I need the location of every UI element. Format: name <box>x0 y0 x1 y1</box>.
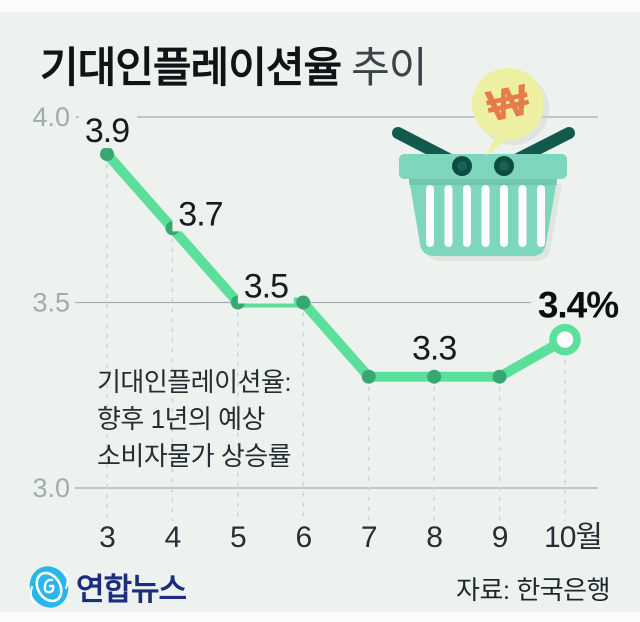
data-point <box>296 295 311 310</box>
definition-line-3: 소비자물가 상승률 <box>97 441 292 471</box>
yonhap-logo-text: 연합뉴스 <box>76 571 187 607</box>
title-main: 기대인플레이션율 <box>40 44 342 91</box>
value-label: 3.5 <box>244 268 288 306</box>
title-suffix: 추이 <box>351 44 427 91</box>
label-backdrop <box>536 286 621 324</box>
labels-layer: 3.9 3.7 3.5 3.3 3.4% <box>79 112 621 368</box>
value-label: 3.9 <box>85 112 129 150</box>
data-point-latest <box>549 323 581 356</box>
label-backdrop <box>406 331 463 366</box>
grid-layer: 4.0 3.5 3.0 <box>32 102 598 503</box>
x-axis-tick-label: 7 <box>361 521 377 554</box>
trend-line <box>102 149 571 382</box>
definition-line-2: 향후 1년의 예상 <box>97 404 265 434</box>
data-point <box>100 147 114 162</box>
x-axis-tick-label: 9 <box>492 521 508 554</box>
dashed-guides-layer: 3 4 5 6 7 8 9 10월 <box>99 164 603 554</box>
page-title: 기대인플레이션율 추이 <box>40 34 427 95</box>
basket-illustration: ₩ <box>392 68 575 261</box>
series-layer <box>100 147 581 384</box>
x-axis-tick-label: 10월 <box>544 521 602 554</box>
basket-rim <box>399 154 567 179</box>
value-label: 3.7 <box>178 195 222 233</box>
x-axis-tick-label: 6 <box>295 521 311 554</box>
basket-stripes <box>426 185 545 247</box>
bubble-tail <box>486 132 510 156</box>
x-axis-tick-label: 5 <box>230 521 246 554</box>
data-source: 자료: 한국은행 <box>456 575 610 605</box>
definition-note: 기대인플레이션율: 향후 1년의 예상 소비자물가 상승률 <box>97 364 292 475</box>
handle-pivots <box>452 156 514 176</box>
x-axis-tick-label: 3 <box>99 521 115 554</box>
x-axis-tick-label: 8 <box>426 521 442 554</box>
value-label: 3.3 <box>412 330 456 368</box>
bubble-circle <box>472 68 544 140</box>
label-backdrop <box>79 114 135 149</box>
data-point <box>427 369 442 384</box>
y-axis-tick-label: 4.0 <box>32 102 70 132</box>
y-axis-tick-label: 3.5 <box>32 288 70 318</box>
basket-rim-shade <box>409 179 557 185</box>
data-point <box>361 369 376 384</box>
price-bubble: ₩ <box>472 68 544 156</box>
label-backdrop <box>237 269 294 304</box>
yonhap-logo: 연합뉴스 <box>26 562 187 610</box>
data-point <box>492 369 507 384</box>
x-axis-tick-label: 4 <box>165 521 181 554</box>
value-label-latest: 3.4% <box>538 285 618 326</box>
definition-line-1: 기대인플레이션율: <box>97 367 292 397</box>
label-backdrop <box>172 197 229 232</box>
y-axis-tick-label: 3.0 <box>32 473 70 503</box>
yonhap-logo-icon <box>29 566 69 608</box>
